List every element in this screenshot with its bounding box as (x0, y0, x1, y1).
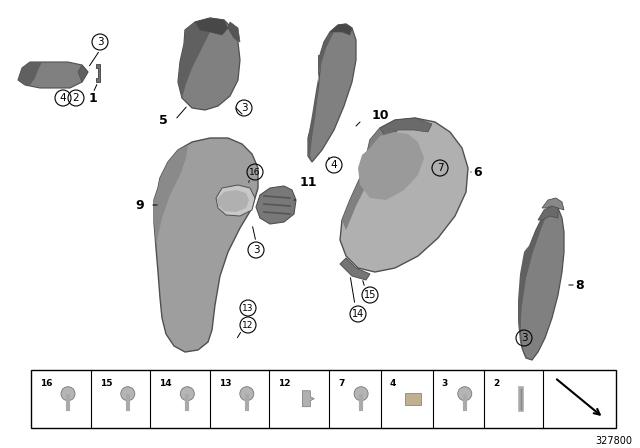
Circle shape (121, 387, 135, 401)
Polygon shape (380, 118, 432, 136)
Text: 13: 13 (219, 379, 232, 388)
Polygon shape (18, 62, 42, 85)
Text: 3: 3 (97, 37, 103, 47)
Polygon shape (18, 62, 88, 88)
Text: 16: 16 (40, 379, 52, 388)
Polygon shape (542, 198, 564, 210)
Polygon shape (154, 138, 258, 352)
Polygon shape (308, 24, 356, 162)
Text: 14: 14 (159, 379, 172, 388)
Text: 327800: 327800 (595, 436, 632, 446)
Polygon shape (340, 118, 468, 272)
Text: 3: 3 (253, 245, 259, 255)
Text: 4: 4 (390, 379, 396, 388)
Text: 2: 2 (493, 379, 500, 388)
Text: 2: 2 (73, 93, 79, 103)
Circle shape (458, 387, 472, 401)
Polygon shape (302, 391, 314, 407)
Polygon shape (178, 18, 214, 98)
Text: 15: 15 (100, 379, 113, 388)
Text: 10: 10 (371, 108, 388, 121)
Bar (405, 393, 421, 405)
Text: 4: 4 (331, 160, 337, 170)
Polygon shape (217, 190, 249, 212)
Text: 3: 3 (241, 103, 247, 113)
Text: 6: 6 (474, 165, 483, 178)
Circle shape (61, 387, 75, 401)
Polygon shape (330, 24, 352, 35)
Polygon shape (216, 185, 255, 216)
Polygon shape (520, 205, 564, 360)
Text: 5: 5 (159, 113, 168, 126)
Circle shape (354, 387, 368, 401)
Polygon shape (518, 208, 548, 358)
Text: 12: 12 (243, 320, 253, 329)
Text: 1: 1 (88, 91, 97, 104)
Text: 11: 11 (300, 176, 317, 189)
Polygon shape (154, 145, 188, 245)
Polygon shape (195, 18, 228, 35)
Polygon shape (228, 22, 240, 42)
Polygon shape (342, 122, 400, 230)
Text: 3: 3 (442, 379, 448, 388)
Polygon shape (308, 25, 338, 162)
Text: 8: 8 (576, 279, 584, 292)
Text: 9: 9 (136, 198, 144, 211)
Polygon shape (538, 205, 558, 220)
Circle shape (240, 387, 254, 401)
Text: 13: 13 (243, 303, 253, 313)
Polygon shape (340, 258, 370, 280)
Text: 15: 15 (364, 290, 376, 300)
Polygon shape (358, 132, 424, 200)
Text: 3: 3 (521, 333, 527, 343)
Polygon shape (256, 186, 296, 224)
Text: 16: 16 (249, 168, 260, 177)
Circle shape (180, 387, 195, 401)
Polygon shape (96, 64, 100, 82)
Text: 14: 14 (352, 309, 364, 319)
Text: 4: 4 (60, 93, 67, 103)
Bar (31, 370, 616, 428)
Text: 7: 7 (338, 379, 344, 388)
Polygon shape (178, 18, 240, 110)
Text: 7: 7 (436, 163, 444, 173)
Polygon shape (78, 65, 88, 82)
Text: 12: 12 (278, 379, 291, 388)
